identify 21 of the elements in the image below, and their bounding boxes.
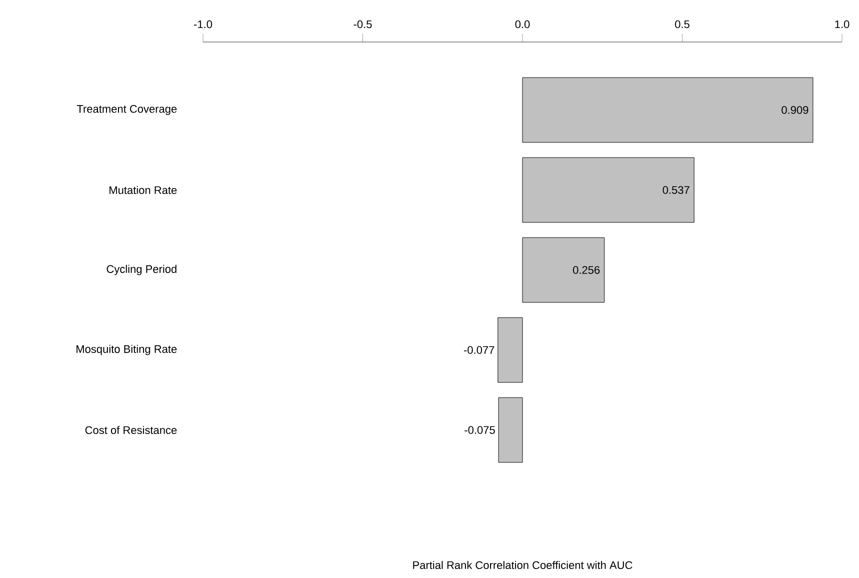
x-tick-label: 0.0 [515, 20, 530, 28]
data-label: -0.077 [464, 346, 494, 354]
data-label: -0.075 [464, 426, 495, 434]
x-tick-label: -1.0 [194, 20, 212, 28]
y-tick-label: Cost of Resistance [85, 426, 177, 434]
y-tick-label: Treatment Coverage [76, 105, 177, 115]
bar [498, 397, 523, 463]
y-tick-label: Mosquito Biting Rate [76, 344, 177, 356]
x-tick-label: 1.0 [835, 20, 850, 28]
bar [522, 237, 605, 303]
bar [498, 317, 523, 383]
x-tick-label: 0.5 [675, 20, 690, 28]
bar [522, 77, 814, 143]
data-label: 0.537 [662, 186, 690, 194]
x-tick-label: -0.5 [354, 20, 372, 28]
text: Partial Rank Correlation Coefficient with AUC [413, 560, 632, 570]
y-tick-label: Cycling Period [106, 264, 176, 276]
bar [522, 157, 694, 223]
y-tick-label: Mutation Rate [110, 186, 177, 194]
data-label: 0.256 [573, 266, 600, 274]
data-label: 0.909 [782, 106, 808, 114]
